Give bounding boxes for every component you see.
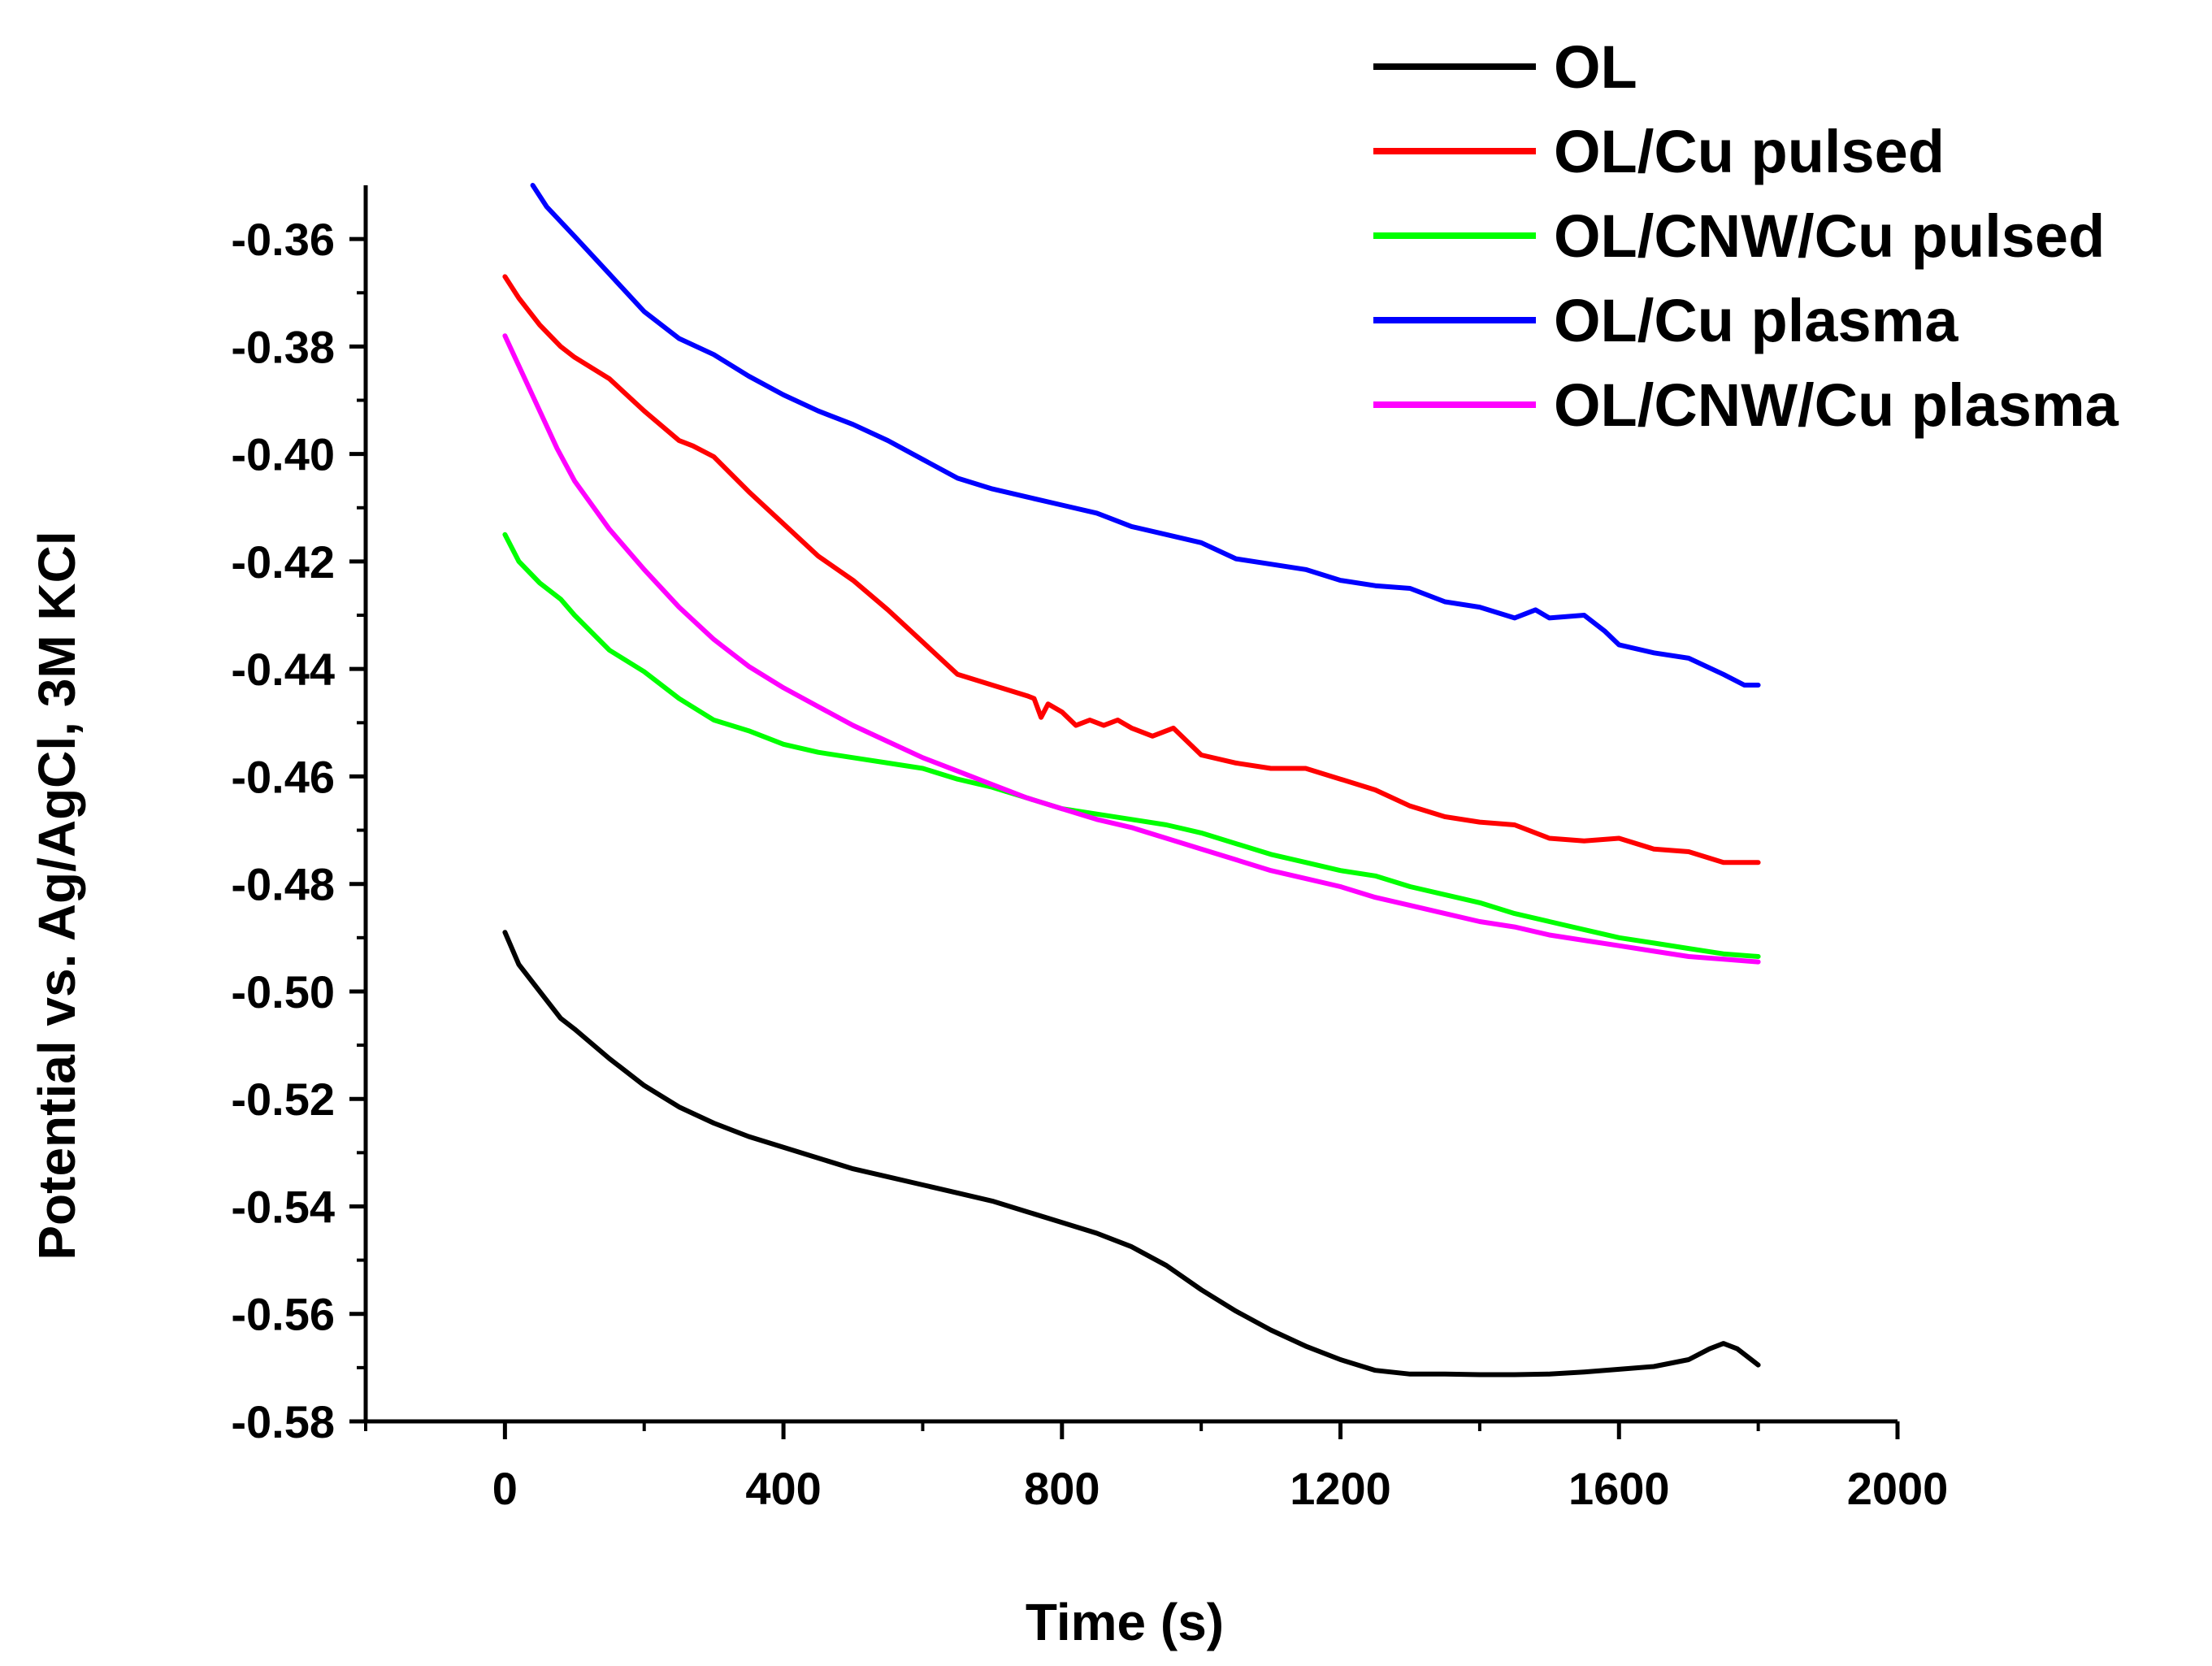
x-axis-title: Time (s)	[1026, 1593, 1224, 1651]
y-tick-label: -0.54	[231, 1181, 335, 1232]
y-tick-label: -0.48	[231, 859, 335, 910]
legend-label-ol-cu-plasma: OL/Cu plasma	[1554, 287, 1958, 354]
y-ticks: -0.58 -0.56 -0.54 -0.52 -0.50 -0.48 -0.46 -0.44…	[231, 214, 366, 1447]
y-tick-label: -0.58	[231, 1396, 335, 1447]
y-tick-label: -0.42	[231, 536, 335, 588]
legend-label-ol-cu-pulsed: OL/Cu pulsed	[1554, 118, 1945, 185]
x-tick-label: 1600	[1568, 1463, 1670, 1514]
y-tick-label: -0.50	[231, 966, 335, 1017]
axes: -0.58 -0.56 -0.54 -0.52 -0.50 -0.48 -0.46 -0.44…	[231, 185, 1948, 1514]
x-tick-label: 400	[745, 1463, 821, 1514]
x-tick-label: 2000	[1847, 1463, 1949, 1514]
legend-label-ol: OL	[1554, 33, 1637, 101]
y-tick-label: -0.46	[231, 751, 335, 802]
y-tick-label: -0.40	[231, 429, 335, 480]
x-ticks: 0 400 800 1200 1600 2000	[364, 1421, 1949, 1514]
legend-label-ol-cnw-cu-pulsed: OL/CNW/Cu pulsed	[1554, 202, 2105, 270]
y-tick-label: -0.56	[231, 1289, 335, 1340]
y-tick-label: -0.38	[231, 321, 335, 372]
y-tick-label: -0.44	[231, 644, 335, 695]
legend-label-ol-cnw-cu-plasma: OL/CNW/Cu plasma	[1554, 371, 2119, 439]
series-line-ol	[502, 930, 1761, 1377]
plot-lines	[502, 183, 1761, 1377]
series-line-ol-cu-plasma	[530, 183, 1761, 688]
x-tick-label: 800	[1024, 1463, 1099, 1514]
x-tick-label: 0	[492, 1463, 518, 1514]
series-line-ol-cu-pulsed	[502, 274, 1761, 866]
series-line-ol-cnw-cu-pulsed	[502, 531, 1761, 959]
x-tick-label: 1200	[1290, 1463, 1391, 1514]
y-tick-label: -0.36	[231, 214, 335, 265]
series-line-ol-cnw-cu-plasma	[502, 333, 1761, 965]
y-axis-title: Potential vs. Ag/AgCl, 3M KCl	[28, 531, 86, 1260]
legend: OL OL/Cu pulsed OL/CNW/Cu pulsed OL/Cu plas…	[1373, 33, 2119, 439]
y-tick-label: -0.52	[231, 1074, 335, 1125]
